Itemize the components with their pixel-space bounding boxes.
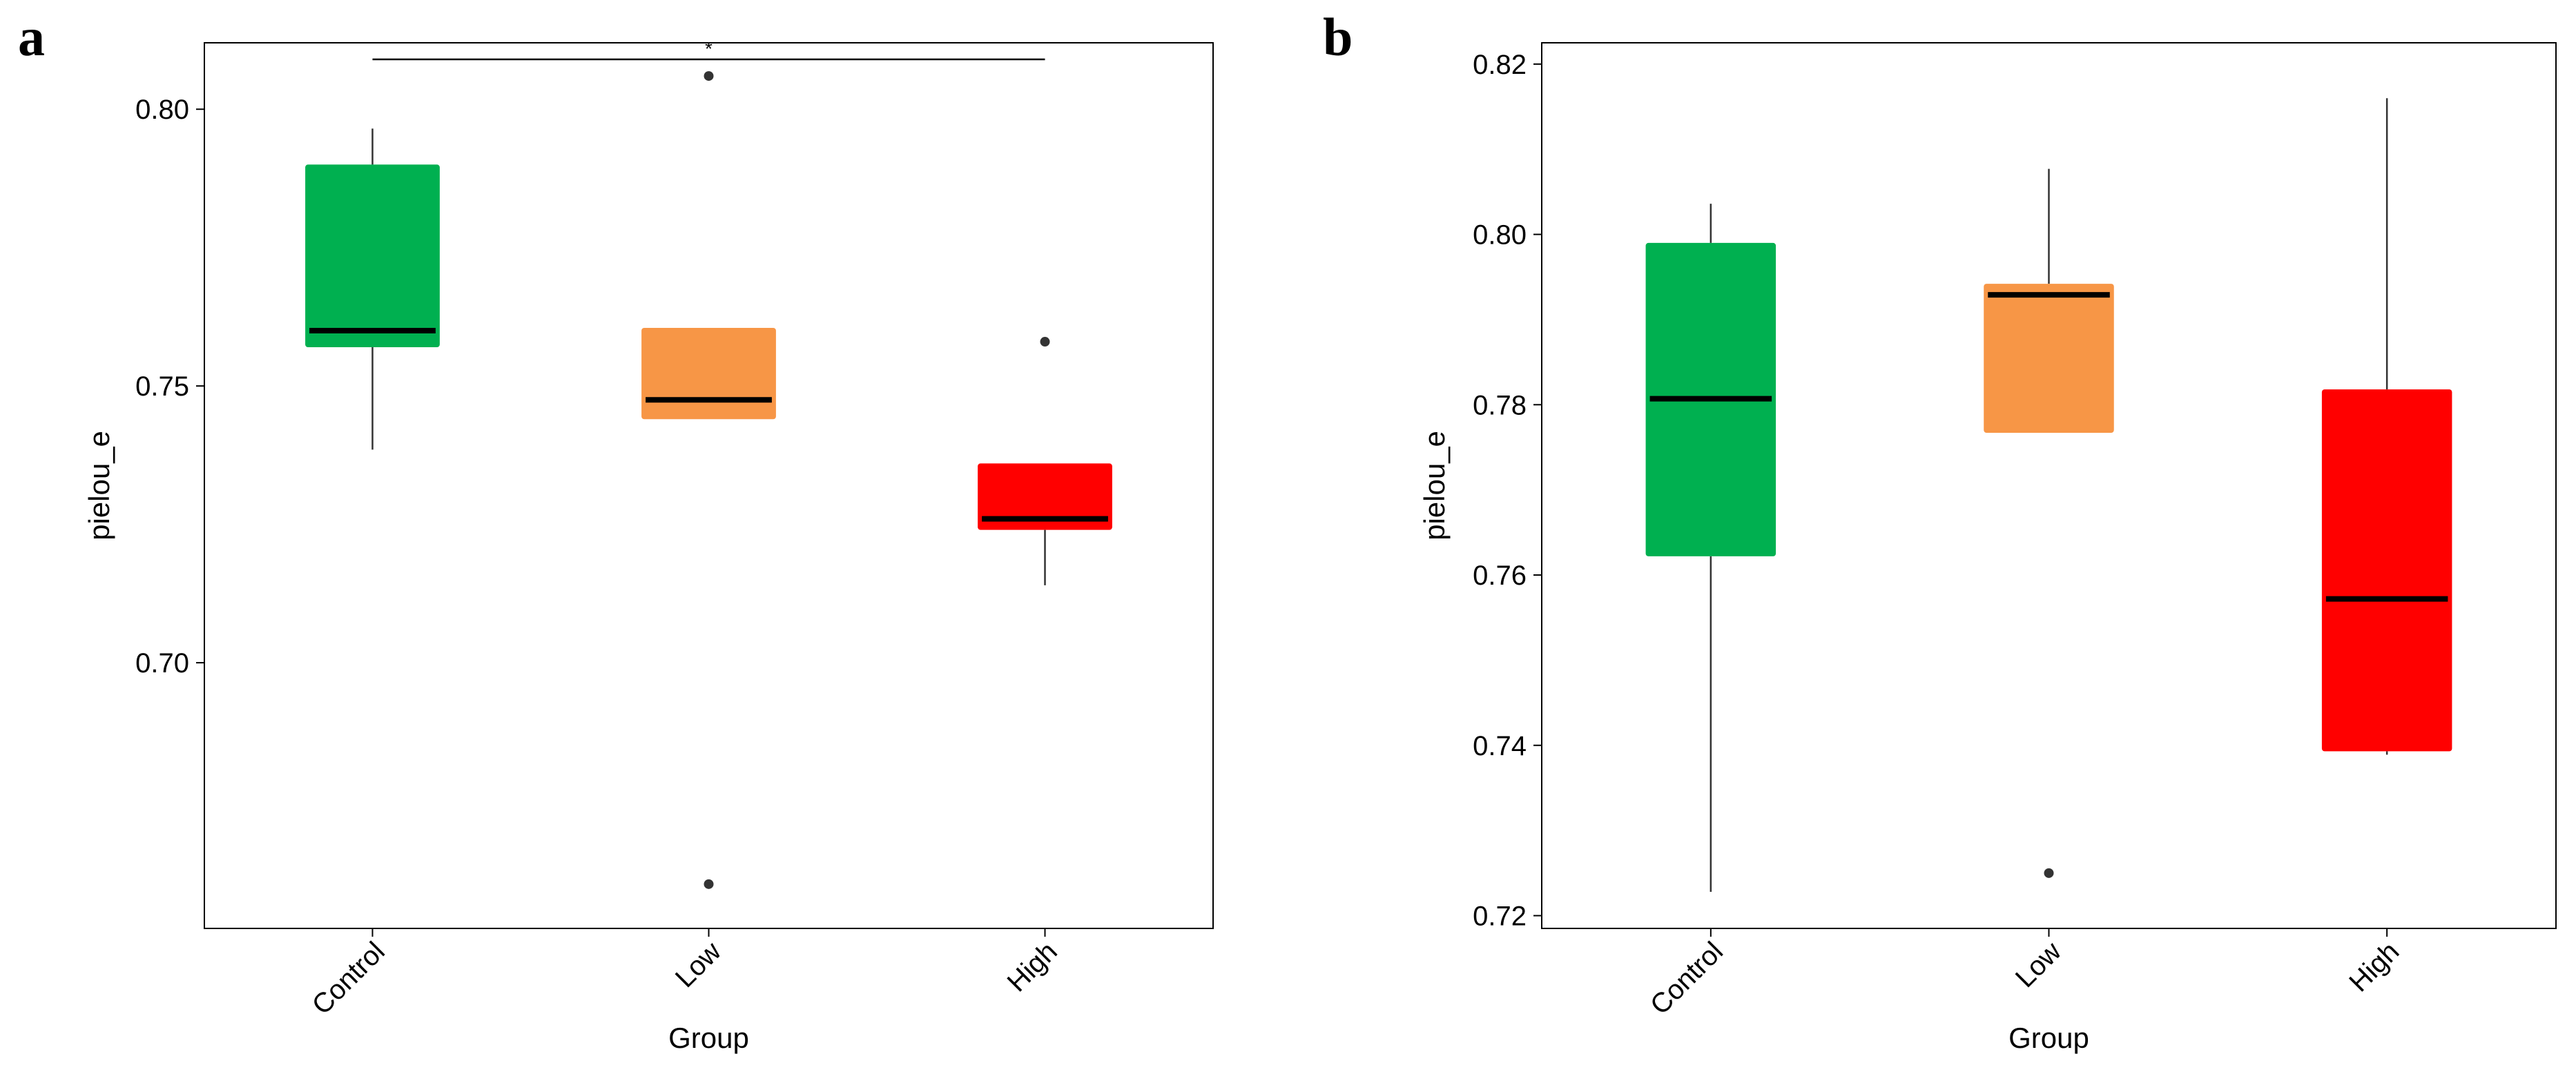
high-box	[2321, 389, 2452, 752]
y-axis-title: pielou_e	[83, 431, 115, 540]
low-box	[641, 327, 776, 420]
y-tick-label: 0.72	[1473, 901, 1527, 931]
panel-label: b	[1323, 7, 1353, 67]
y-tick-label: 0.76	[1473, 561, 1527, 591]
significance-label: *	[705, 38, 713, 59]
y-tick-label: 0.82	[1473, 50, 1527, 80]
control-box	[305, 164, 440, 348]
y-tick-label: 0.70	[135, 648, 189, 679]
x-axis-title: Group	[2008, 1022, 2089, 1054]
y-tick-label: 0.75	[135, 371, 189, 402]
y-tick-label: 0.74	[1473, 731, 1527, 761]
x-axis-title: Group	[668, 1022, 749, 1054]
high-box	[978, 463, 1112, 530]
high-outlier-point	[1040, 337, 1050, 347]
y-tick-label: 0.78	[1473, 390, 1527, 420]
low-outlier-point	[704, 879, 714, 889]
y-tick-label: 0.80	[135, 95, 189, 125]
low-outlier-point	[704, 71, 714, 81]
panel-label: a	[18, 7, 45, 67]
low-box	[1984, 284, 2114, 433]
low-outlier-point	[2044, 868, 2054, 878]
y-axis-title: pielou_e	[1418, 431, 1451, 540]
y-tick-label: 0.80	[1473, 220, 1527, 251]
